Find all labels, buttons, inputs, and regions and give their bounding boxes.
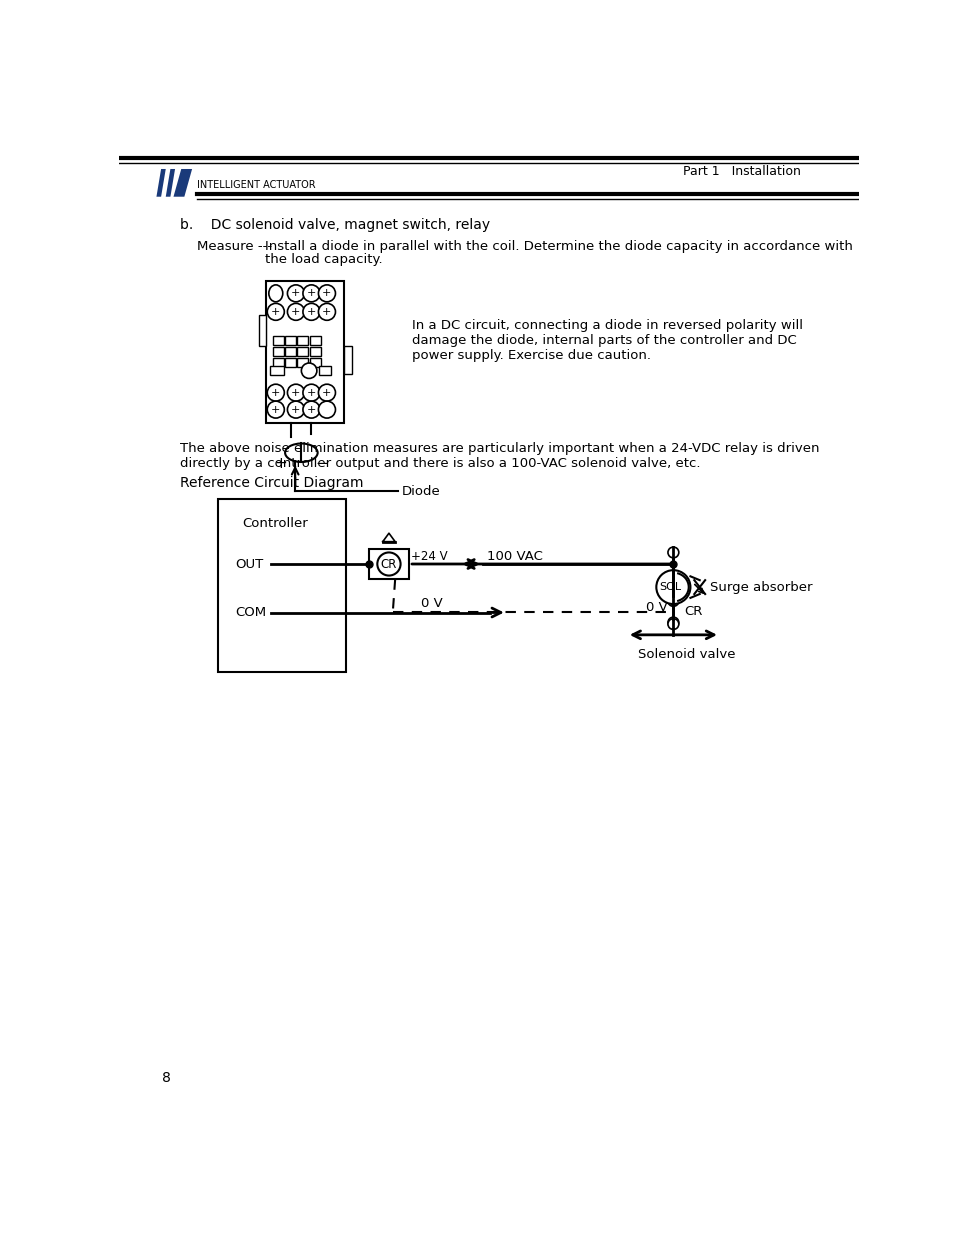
- Text: COM: COM: [235, 606, 266, 619]
- Text: Diode: Diode: [402, 484, 440, 498]
- Text: the load capacity.: the load capacity.: [265, 253, 382, 266]
- Circle shape: [267, 401, 284, 419]
- Bar: [297, 336, 308, 346]
- Text: +: +: [271, 388, 280, 398]
- Text: +: +: [307, 405, 315, 415]
- Text: INTELLIGENT ACTUATOR: INTELLIGENT ACTUATOR: [196, 180, 315, 190]
- Bar: [297, 347, 308, 356]
- Circle shape: [267, 384, 284, 401]
- Text: Measure ---: Measure ---: [196, 241, 272, 253]
- Polygon shape: [156, 169, 166, 196]
- Circle shape: [303, 304, 319, 320]
- Circle shape: [318, 384, 335, 401]
- Text: 100 VAC: 100 VAC: [486, 550, 542, 563]
- Circle shape: [287, 285, 304, 301]
- Circle shape: [667, 619, 679, 630]
- Bar: [319, 366, 331, 375]
- Bar: [273, 358, 283, 367]
- Text: Controller: Controller: [241, 516, 307, 530]
- Circle shape: [287, 401, 304, 419]
- Text: 0 V: 0 V: [421, 597, 443, 610]
- Text: −: −: [314, 456, 328, 471]
- Text: +: +: [322, 288, 332, 299]
- Circle shape: [287, 304, 304, 320]
- Bar: [310, 336, 320, 346]
- Text: +: +: [291, 306, 300, 317]
- Text: +: +: [291, 388, 300, 398]
- Circle shape: [303, 384, 319, 401]
- Bar: [310, 358, 320, 367]
- Bar: [310, 347, 320, 356]
- Text: +: +: [307, 288, 315, 299]
- Text: Reference Circuit Diagram: Reference Circuit Diagram: [179, 477, 363, 490]
- Polygon shape: [173, 169, 192, 196]
- Text: 8: 8: [162, 1071, 171, 1084]
- Text: Install a diode in parallel with the coil. Determine the diode capacity in accor: Install a diode in parallel with the coi…: [265, 241, 852, 253]
- Circle shape: [318, 285, 335, 301]
- Circle shape: [303, 285, 319, 301]
- Circle shape: [267, 304, 284, 320]
- Bar: [266, 282, 344, 424]
- Text: SOL: SOL: [659, 582, 680, 592]
- Bar: [344, 346, 352, 374]
- Bar: [273, 336, 283, 346]
- Text: +: +: [322, 388, 332, 398]
- Text: +: +: [271, 306, 280, 317]
- Ellipse shape: [285, 443, 317, 462]
- Bar: [369, 548, 409, 579]
- Text: +: +: [291, 288, 300, 299]
- Text: b.    DC solenoid valve, magnet switch, relay: b. DC solenoid valve, magnet switch, rel…: [179, 219, 489, 232]
- Bar: [273, 347, 283, 356]
- Polygon shape: [166, 169, 174, 196]
- Text: OUT: OUT: [235, 557, 263, 571]
- Text: In a DC circuit, connecting a diode in reversed polarity will
damage the diode, : In a DC circuit, connecting a diode in r…: [412, 319, 802, 362]
- Text: Part 1   Installation: Part 1 Installation: [682, 164, 801, 178]
- Ellipse shape: [269, 285, 282, 301]
- Circle shape: [656, 571, 690, 604]
- Text: +: +: [307, 388, 315, 398]
- Bar: [285, 358, 295, 367]
- Text: +: +: [307, 306, 315, 317]
- Circle shape: [318, 304, 335, 320]
- Circle shape: [318, 401, 335, 419]
- Text: +: +: [291, 405, 300, 415]
- Text: 0 V: 0 V: [645, 600, 667, 614]
- Circle shape: [301, 363, 316, 378]
- Text: Solenoid valve: Solenoid valve: [638, 648, 735, 662]
- Bar: [297, 358, 308, 367]
- Circle shape: [667, 618, 679, 627]
- Circle shape: [303, 401, 319, 419]
- Bar: [270, 366, 284, 375]
- Circle shape: [287, 384, 304, 401]
- Text: +: +: [322, 306, 332, 317]
- Text: The above noise elimination measures are particularly important when a 24-VDC re: The above noise elimination measures are…: [179, 442, 819, 471]
- Circle shape: [377, 552, 400, 576]
- Circle shape: [667, 595, 679, 606]
- Text: CR: CR: [380, 557, 396, 571]
- Text: +24 V: +24 V: [411, 550, 448, 563]
- Bar: [218, 499, 346, 672]
- Circle shape: [667, 547, 679, 558]
- Text: Surge absorber: Surge absorber: [709, 580, 811, 594]
- Bar: [258, 315, 266, 346]
- Bar: [285, 347, 295, 356]
- Text: +: +: [271, 405, 280, 415]
- Bar: [285, 336, 295, 346]
- Text: +: +: [274, 456, 287, 471]
- Text: CR: CR: [683, 605, 701, 619]
